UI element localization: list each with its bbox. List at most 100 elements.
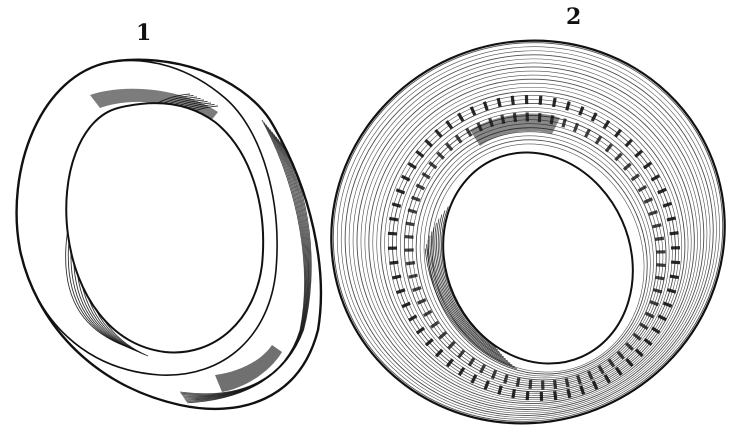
- ring-2-pattern-mark: [614, 128, 623, 138]
- ring-2-pattern-mark: [412, 286, 422, 292]
- ring-2-pattern-mark: [564, 377, 570, 388]
- ring-2-pattern-mark: [482, 101, 489, 111]
- ring-2-pattern-mark: [421, 171, 431, 180]
- ring-2-pattern-mark: [496, 97, 502, 108]
- ring-2-pattern-mark: [657, 314, 668, 322]
- ring-2-pattern-mark: [597, 364, 605, 375]
- ring-2-pattern-mark: [395, 288, 406, 295]
- ring-2-groove: [368, 78, 695, 405]
- ring-2-pattern-mark: [552, 379, 558, 390]
- ring-2-pattern-mark: [483, 380, 490, 390]
- ring-2-pattern-mark: [415, 326, 426, 335]
- ring-2-pattern-mark: [632, 332, 642, 341]
- ring-2-pattern-mark: [415, 183, 426, 191]
- ring-2-pattern-mark: [603, 374, 611, 384]
- ring-2-pattern-mark: [405, 261, 416, 266]
- ring-2-pattern-mark: [644, 311, 655, 319]
- ring-2-pattern-mark: [400, 174, 411, 182]
- ring-1-shadow-bottom: [215, 345, 282, 392]
- ring-2-pattern-mark: [565, 101, 571, 111]
- ring-2-pattern-mark: [642, 161, 653, 170]
- ring-2-pattern-mark: [445, 142, 454, 152]
- ring-2-wall-line: [439, 148, 636, 366]
- ring-2-pattern-mark: [541, 380, 545, 390]
- ring-2-pattern-mark: [434, 128, 443, 138]
- ring-2-pattern-mark: [469, 106, 477, 116]
- ring-2-pattern-mark: [447, 340, 456, 350]
- ring-2-wall-line: [429, 136, 641, 371]
- ring-2-pattern-mark: [669, 231, 679, 236]
- ring-2-groove: [348, 58, 711, 414]
- ring-2-pattern-mark: [657, 187, 667, 195]
- ring-2-pattern-mark: [428, 161, 438, 170]
- ring-2-pattern-mark: [407, 161, 417, 170]
- ring-2-pattern-mark: [650, 174, 661, 182]
- ring-2-pattern-mark: [591, 380, 599, 390]
- ring-2-pattern-mark: [479, 364, 486, 374]
- ring-2-pattern-mark: [395, 188, 406, 195]
- ring-2-wall-line: [427, 134, 642, 372]
- ring-2-pattern-mark: [457, 366, 466, 377]
- ring-2-wall-line: [437, 146, 637, 367]
- ring-2-pattern-mark: [643, 337, 653, 347]
- ring-2-pattern-mark: [656, 263, 666, 268]
- ring-2-pattern-mark: [624, 138, 634, 148]
- ring-2-pattern-mark: [616, 350, 625, 360]
- ring-2-pattern-mark: [457, 349, 466, 359]
- ring-2-pattern-mark: [648, 210, 658, 216]
- ring-2-pattern-mark: [643, 197, 654, 204]
- ring-2-pattern-mark: [391, 202, 402, 208]
- ring-2-pattern-mark: [634, 348, 644, 358]
- ring-2-pattern-mark: [387, 231, 398, 236]
- ring-2-groove: [352, 62, 708, 412]
- ring-2-pattern-mark: [497, 385, 503, 395]
- ring-2-pattern-mark: [656, 250, 666, 254]
- ring-2-pattern-mark: [634, 149, 644, 158]
- ring-2-pattern-mark: [511, 388, 517, 399]
- ring-2-pattern-mark: [401, 301, 411, 309]
- figure-1-label: 1: [136, 20, 151, 46]
- ring-2-pattern-mark: [438, 331, 448, 340]
- ring-2-pattern-mark: [465, 127, 473, 138]
- ring-2-pattern-mark: [405, 221, 415, 227]
- ring-2-pattern-mark: [607, 358, 616, 368]
- ring-2-pattern-mark: [503, 374, 509, 384]
- ring-2-groove: [340, 50, 717, 418]
- ring-2-groove: [356, 66, 705, 410]
- ring-2-groove: [344, 54, 714, 416]
- ring-2-pattern-mark: [614, 152, 623, 162]
- ring-2-pattern-mark: [515, 377, 521, 388]
- ring-2-pattern-mark: [579, 385, 586, 395]
- ring-2-pattern-mark: [445, 120, 454, 130]
- ring-2-pattern-mark: [416, 298, 427, 305]
- ring-2-pattern-mark: [424, 338, 434, 347]
- ring-2-pattern-mark: [572, 122, 580, 133]
- ring-2-groove: [360, 70, 701, 408]
- ring-2-groove: [336, 46, 720, 420]
- ring-2-pattern-mark: [630, 173, 640, 182]
- figure-2-label: 2: [566, 4, 581, 30]
- ring-2-pattern-mark: [576, 374, 582, 385]
- ring-2-pattern-mark: [594, 135, 603, 145]
- ring-2-pattern-mark: [553, 390, 558, 401]
- figure-1-plain-ring: 1: [15, 20, 323, 411]
- ring-2-wall-line: [424, 130, 644, 374]
- ring-2-pattern-mark: [407, 208, 418, 214]
- ring-2-pattern-mark: [666, 216, 677, 222]
- ring-2-pattern-mark: [652, 288, 663, 294]
- ring-2-pattern-mark: [467, 357, 476, 367]
- ring-2-wall-shadow: [470, 113, 560, 146]
- ring-2-pattern-mark: [561, 118, 567, 128]
- ring-2-pattern-mark: [538, 95, 543, 105]
- ring-2-pattern-mark: [666, 288, 677, 294]
- ring-2-wall-line: [432, 140, 639, 370]
- ring-2-pattern-mark: [404, 248, 414, 252]
- ring-2-pattern-mark: [669, 274, 679, 280]
- ring-2-pattern-mark: [391, 274, 402, 280]
- ring-2-groove: [427, 139, 648, 375]
- ring-2-pattern-mark: [411, 195, 421, 202]
- ring-1-opening: [65, 102, 265, 354]
- ring-2-pattern-mark: [415, 149, 425, 159]
- ring-2-pattern-mark: [587, 370, 594, 381]
